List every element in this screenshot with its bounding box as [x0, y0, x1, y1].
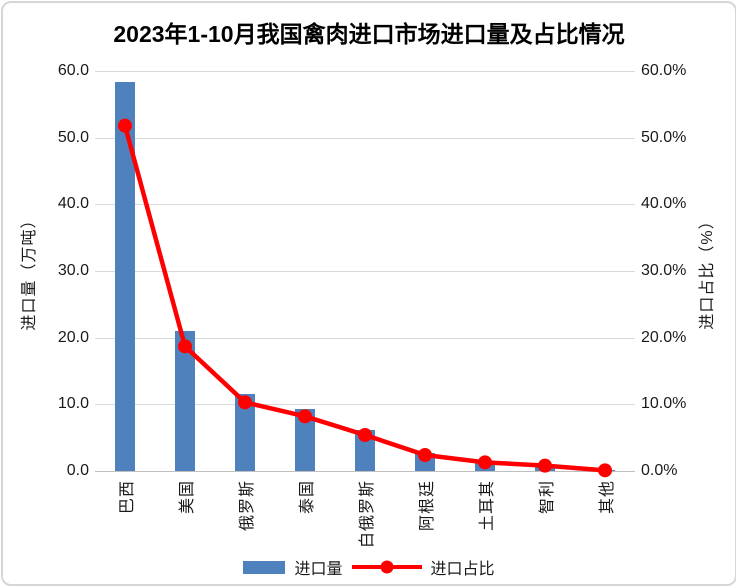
line-marker-美国[interactable] [178, 339, 192, 354]
right-axis-tick-label: 60.0% [641, 62, 687, 79]
line-marker-白俄罗斯[interactable] [358, 428, 372, 442]
line-marker-土耳其[interactable] [478, 455, 492, 470]
right-axis-tick-label: 0.0% [641, 462, 678, 479]
line-marker-icon [380, 560, 393, 574]
bar-泰国[interactable] [295, 409, 315, 471]
left-axis-tick-label: 10.0 [57, 395, 89, 413]
legend-label-import-volume[interactable]: 进口量 [294, 561, 343, 578]
legend-label-import-share[interactable]: 进口占比 [430, 561, 495, 578]
left-axis-tick-label: 20.0 [57, 328, 89, 346]
gridline [95, 271, 635, 272]
gridline [95, 404, 635, 406]
line-marker-智利[interactable] [538, 458, 552, 473]
left-axis-tick-label: 50.0 [57, 128, 89, 146]
right-axis-tick-label: 30.0% [641, 262, 687, 279]
left-axis-tick-label: 40.0 [57, 195, 89, 213]
right-axis-tick-label: 40.0% [641, 195, 687, 213]
bar-美国[interactable] [175, 331, 195, 471]
chart-title: 2023年1-10月我国禽肉进口市场进口量及占比情况 [113, 21, 625, 47]
right-axis-tick-label: 20.0% [641, 328, 687, 346]
gridline [95, 137, 635, 139]
left-axis-tick-label: 30.0 [57, 262, 89, 279]
line-marker-巴西[interactable] [118, 118, 132, 133]
bar-白俄罗斯[interactable] [355, 430, 375, 471]
import-share-line[interactable] [122, 123, 608, 473]
bar-series-swatch[interactable] [243, 560, 286, 574]
line-series-layer [118, 118, 612, 478]
line-marker-阿根廷[interactable] [418, 448, 432, 462]
left-axis-tick-label: 60.0 [57, 62, 89, 79]
left-axis-tick-label: 0.0 [66, 462, 89, 479]
right-axis-tick-label: 50.0% [641, 128, 687, 146]
gridline [95, 71, 635, 72]
gridline [95, 204, 635, 206]
line-marker-其他[interactable] [598, 463, 612, 478]
bar-俄罗斯[interactable] [235, 393, 255, 471]
x-axis-line [95, 471, 635, 472]
bar-巴西[interactable] [115, 82, 135, 471]
right-axis-tick-label: 10.0% [641, 395, 687, 413]
line-series-swatch[interactable] [351, 560, 422, 574]
line-marker-泰国[interactable] [298, 409, 312, 424]
line-marker-俄罗斯[interactable] [238, 395, 252, 410]
legend: 进口量 进口占比 [3, 555, 735, 579]
gridline [95, 337, 635, 339]
